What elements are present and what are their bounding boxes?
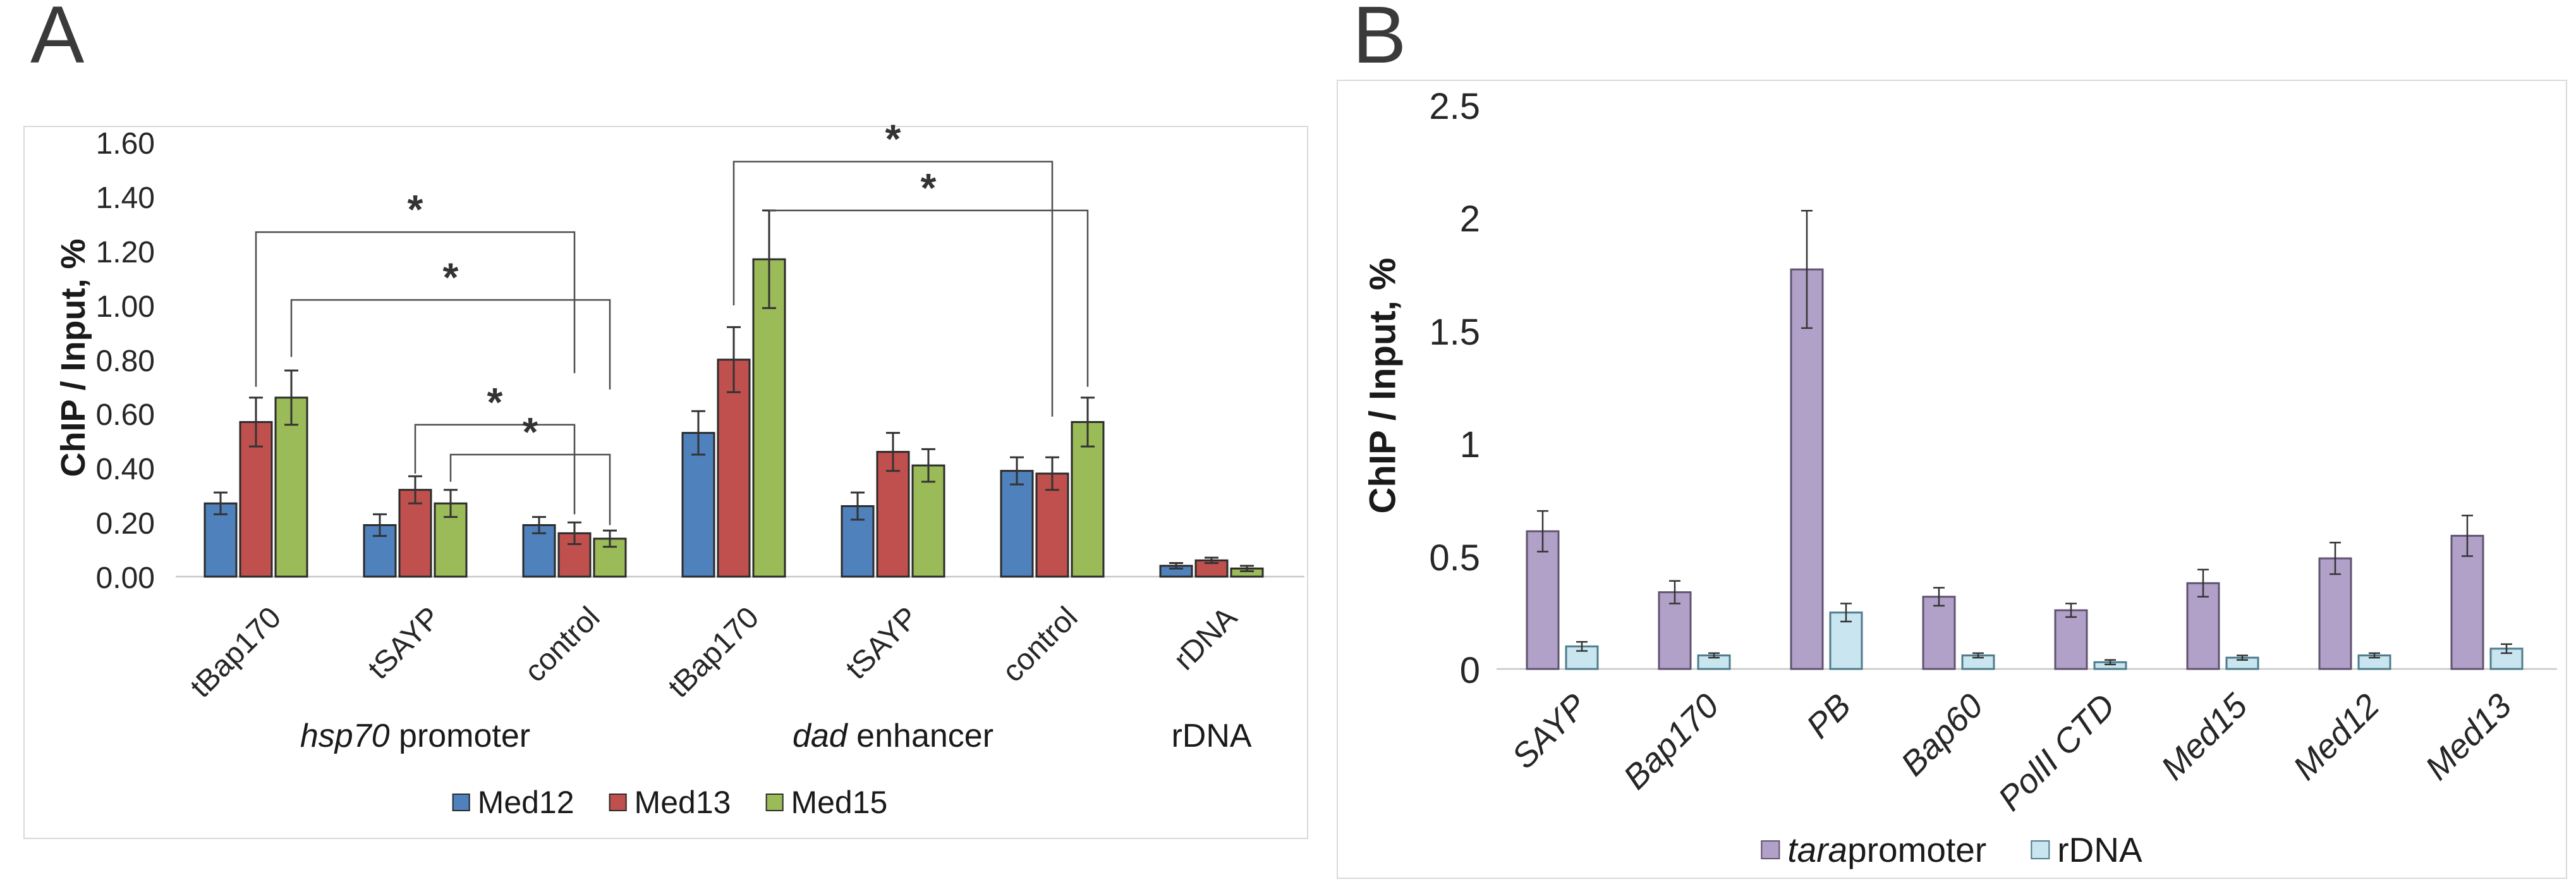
bar-tara promoter-PB bbox=[1790, 268, 1824, 670]
error-bar bbox=[1933, 587, 1945, 607]
bar-tara promoter-Bap60 bbox=[1922, 596, 1956, 670]
legend-swatch bbox=[452, 794, 470, 811]
bar-Med13-tBap170 bbox=[717, 359, 751, 578]
y-tick-label: 2 bbox=[1459, 199, 1480, 240]
error-bar bbox=[249, 396, 263, 448]
error-bar bbox=[1205, 556, 1218, 565]
bar-Med15-tBap170 bbox=[752, 258, 786, 578]
y-tick-label: 0.60 bbox=[95, 398, 155, 432]
error-bar bbox=[532, 516, 546, 534]
error-bar bbox=[408, 475, 422, 505]
bar-tara promoter-Med12 bbox=[2318, 557, 2352, 670]
error-bar bbox=[1972, 652, 1984, 659]
error-bar bbox=[373, 513, 387, 537]
bar-Med13-tBap170 bbox=[239, 420, 273, 578]
legend-a: Med12 Med13 Med15 bbox=[452, 784, 887, 821]
y-tick-label: 0 bbox=[1459, 650, 1480, 692]
y-tick-label: 1.60 bbox=[95, 127, 155, 161]
bar-tara promoter-PolII CTD bbox=[2054, 609, 2088, 670]
error-bar bbox=[444, 489, 458, 518]
error-bar bbox=[2501, 643, 2512, 654]
significance-asterisk: * bbox=[885, 116, 901, 162]
axis-group-label: rDNA bbox=[1171, 718, 1252, 754]
error-bar bbox=[886, 432, 900, 472]
bar-Med12-tBap170 bbox=[681, 432, 715, 578]
significance-asterisk: * bbox=[523, 409, 538, 455]
error-bar bbox=[284, 369, 298, 426]
legend-b: tara promoter rDNA bbox=[1761, 830, 2142, 870]
significance-asterisk: * bbox=[921, 165, 937, 211]
error-bar bbox=[1240, 565, 1254, 572]
error-bar bbox=[1045, 456, 1059, 491]
y-tick-label: 0.00 bbox=[95, 561, 155, 595]
significance-bracket bbox=[732, 161, 1054, 417]
legend-item: Med12 bbox=[452, 784, 574, 821]
legend-swatch bbox=[1761, 840, 1780, 859]
significance-bracket bbox=[769, 209, 1089, 387]
error-bar bbox=[603, 529, 617, 548]
bar-Med12-tBap170 bbox=[204, 502, 238, 578]
error-bar bbox=[2237, 654, 2248, 661]
legend-item: Med15 bbox=[765, 784, 887, 821]
legend-swatch bbox=[609, 794, 627, 811]
y-tick-label: 2.5 bbox=[1429, 85, 1480, 127]
bar-Med12-control bbox=[1000, 470, 1034, 578]
error-bar bbox=[1576, 641, 1588, 652]
legend-item: tara promoter bbox=[1761, 830, 1986, 870]
significance-bracket bbox=[255, 231, 576, 387]
significance-bracket bbox=[414, 424, 576, 515]
bar-tara promoter-Med13 bbox=[2450, 534, 2484, 670]
axis-group-label: hsp70 promoter bbox=[300, 718, 531, 754]
error-bar bbox=[921, 448, 935, 483]
legend-item: rDNA bbox=[2031, 830, 2142, 870]
y-tick-label: 0.5 bbox=[1429, 537, 1480, 579]
y-tick-label: 1.00 bbox=[95, 290, 155, 324]
legend-swatch bbox=[765, 794, 784, 811]
error-bar bbox=[2065, 603, 2077, 618]
error-bar bbox=[214, 491, 228, 515]
error-bar bbox=[2105, 659, 2116, 666]
error-bar bbox=[727, 326, 741, 393]
chart-area-b bbox=[1337, 80, 2567, 879]
y-tick-label: 0.20 bbox=[95, 507, 155, 541]
error-bar bbox=[1669, 580, 1680, 604]
error-bar bbox=[2462, 514, 2473, 557]
bar-Med15-tBap170 bbox=[274, 396, 308, 578]
significance-asterisk: * bbox=[487, 379, 503, 425]
axis-group-label: dad enhancer bbox=[792, 718, 994, 754]
error-bar bbox=[851, 491, 865, 521]
panel-label-a: A bbox=[30, 0, 85, 80]
legend-item: Med13 bbox=[609, 784, 731, 821]
error-bar bbox=[2369, 652, 2380, 659]
y-tick-label: 1.20 bbox=[95, 236, 155, 270]
error-bar bbox=[1169, 562, 1183, 570]
error-bar bbox=[1010, 456, 1024, 486]
error-bar bbox=[1801, 210, 1813, 329]
y-tick-label: 1.5 bbox=[1429, 311, 1480, 353]
error-bar bbox=[1537, 510, 1548, 553]
significance-asterisk: * bbox=[443, 254, 459, 300]
y-tick-label: 0.80 bbox=[95, 344, 155, 378]
significance-asterisk: * bbox=[408, 187, 423, 232]
error-bar bbox=[1081, 396, 1095, 448]
y-tick-label: 1 bbox=[1459, 424, 1480, 466]
error-bar bbox=[2197, 568, 2209, 598]
error-bar bbox=[2330, 541, 2341, 575]
y-tick-label: 1.40 bbox=[95, 181, 155, 216]
error-bar bbox=[568, 521, 581, 546]
error-bar bbox=[691, 410, 705, 456]
panel-label-b: B bbox=[1352, 0, 1407, 80]
error-bar bbox=[1708, 652, 1720, 659]
bar-Med13-tSAYP bbox=[876, 451, 910, 578]
error-bar bbox=[1840, 603, 1852, 623]
significance-bracket bbox=[449, 453, 611, 525]
y-tick-label: 0.40 bbox=[95, 453, 155, 487]
significance-bracket bbox=[290, 299, 611, 389]
legend-swatch bbox=[2031, 840, 2050, 859]
bar-Med15-tSAYP bbox=[911, 464, 945, 578]
bar-tara promoter-Bap170 bbox=[1658, 591, 1692, 670]
